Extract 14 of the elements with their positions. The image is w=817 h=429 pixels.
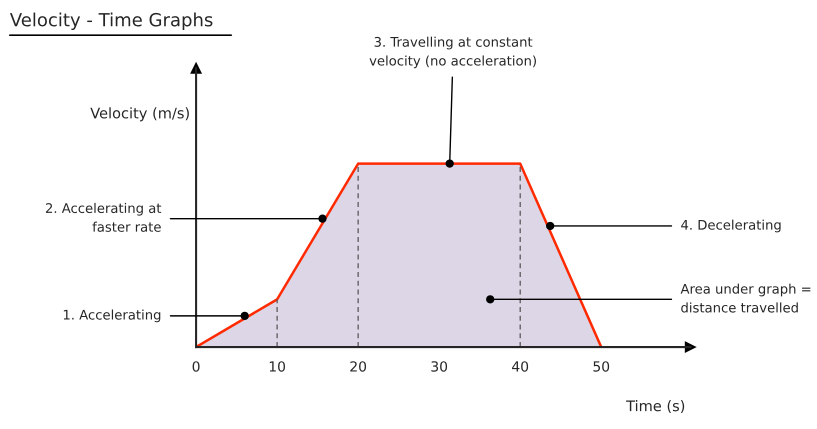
chart-title: Velocity - Time Graphs xyxy=(10,12,212,30)
x-tick-label: 0 xyxy=(192,361,200,372)
annotation: 4. Decelerating xyxy=(681,220,781,232)
x-tick-label: 50 xyxy=(593,361,610,372)
annotation: 1. Accelerating xyxy=(64,309,160,322)
y-axis-title: Velocity (m/s) xyxy=(90,107,189,122)
x-tick-label: 20 xyxy=(350,361,366,372)
x-tick-label: 30 xyxy=(431,361,448,372)
annotation: Area under graph = distance travelled xyxy=(680,284,810,313)
x-tick-label: 40 xyxy=(512,361,528,372)
x-axis-title: Time (s) xyxy=(626,400,684,414)
annotation: 3. Travelling at constant velocity (no acceleration) xyxy=(370,36,536,68)
x-tick-label: 10 xyxy=(270,361,286,372)
annotation: 2. Accelerating at faster rate xyxy=(46,202,162,232)
